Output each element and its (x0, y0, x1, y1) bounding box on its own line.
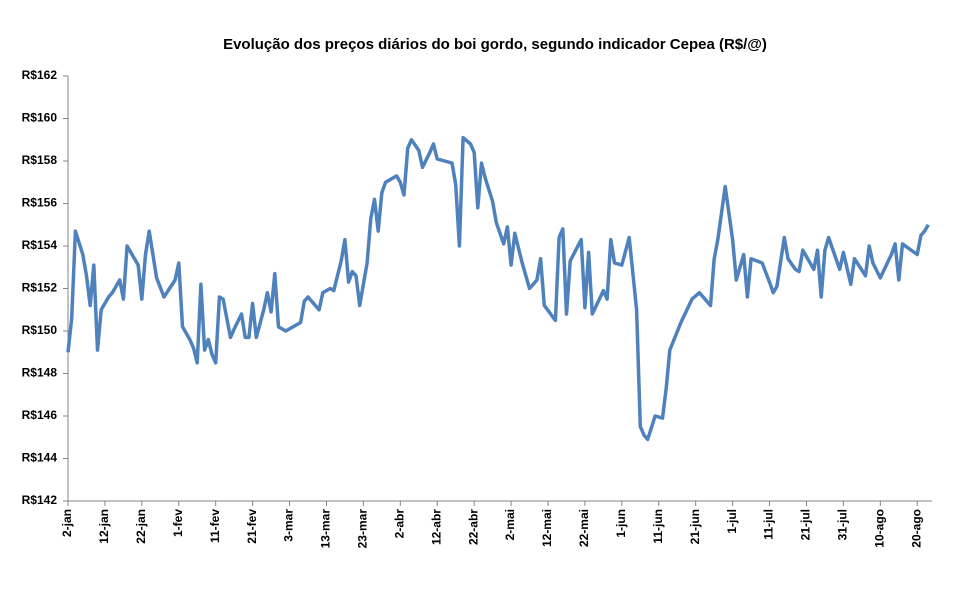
x-tick-label: 21-jun (688, 509, 702, 544)
x-tick-label: 21-fev (245, 509, 259, 544)
y-tick-label: R$142 (22, 493, 58, 507)
x-tick-label: 22-jan (134, 509, 148, 544)
chart-title: Evolução dos preços diários do boi gordo… (223, 36, 767, 53)
x-tick-label: 12-mai (540, 509, 554, 547)
x-tick-label: 11-jun (651, 509, 665, 544)
x-tick-label: 22-mai (577, 509, 591, 547)
y-tick-label: R$144 (22, 451, 58, 465)
x-tick-label: 12-abr (429, 509, 443, 545)
x-tick-label: 23-mar (356, 509, 370, 549)
x-tick-label: 22-abr (466, 509, 480, 545)
x-tick-label: 21-jul (799, 509, 813, 540)
y-tick-label: R$162 (22, 68, 58, 82)
x-tick-label: 11-fev (208, 509, 222, 543)
x-tick-label: 3-mar (282, 509, 296, 542)
x-tick-label: 1-jul (725, 509, 739, 534)
y-tick-label: R$150 (22, 323, 58, 337)
x-tick-label: 2-mai (503, 509, 517, 540)
y-tick-label: R$160 (22, 111, 58, 125)
x-tick-label: 11-jul (762, 509, 776, 540)
y-tick-label: R$146 (22, 408, 58, 422)
x-tick-label: 20-ago (909, 509, 923, 548)
y-tick-label: R$158 (22, 153, 58, 167)
y-tick-label: R$152 (22, 281, 58, 295)
y-tick-label: R$156 (22, 196, 58, 210)
x-tick-label: 31-jul (836, 509, 850, 540)
x-tick-label: 12-jan (97, 509, 111, 544)
price-line (66, 135, 930, 442)
x-tick-label: 10-ago (872, 509, 886, 548)
x-tick-label: 2-jan (60, 509, 74, 537)
x-tick-label: 13-mar (319, 509, 333, 549)
x-tick-label: 1-jun (614, 509, 628, 538)
y-tick-label: R$154 (22, 238, 58, 252)
y-tick-label: R$148 (22, 366, 58, 380)
x-tick-label: 2-abr (392, 509, 406, 539)
x-tick-label: 1-fev (171, 509, 185, 537)
